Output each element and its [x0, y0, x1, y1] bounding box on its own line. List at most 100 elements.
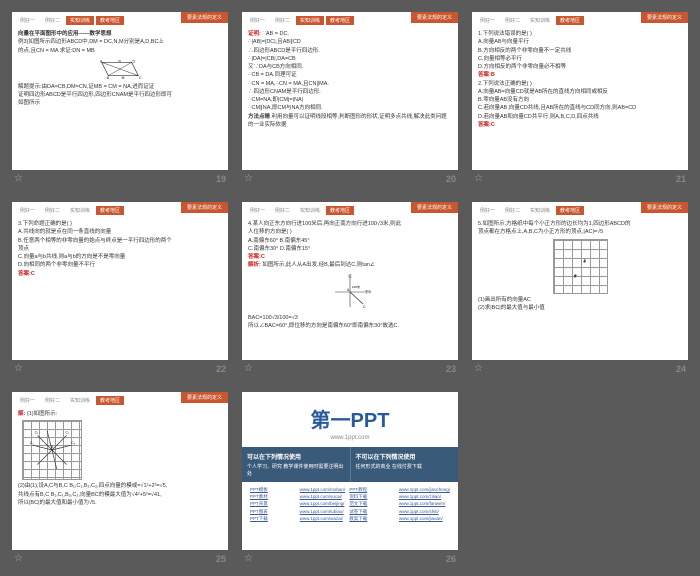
banner-left-text: 个人学习、研究 教学课件使用时需要注明出处 — [247, 463, 345, 477]
tab[interactable]: 例好一 — [16, 206, 39, 215]
slide-wrapper-23: 要素法规的定义 例好一 例好二 实知训练 教考地区 4.某人向正东方向行进100… — [242, 202, 458, 374]
text-line: 证明四边形ABCD是平行四边形,四边形CNAM是平行四边形即可 — [18, 91, 222, 99]
tab[interactable]: 实知训练 — [66, 206, 94, 215]
tab[interactable]: 例好一 — [16, 16, 39, 25]
tab-active[interactable]: 教考地区 — [556, 206, 584, 215]
link[interactable]: PPT教程 — [349, 486, 399, 493]
text-line: ∴CB = DA.同理可证 — [248, 71, 452, 79]
star-icon[interactable]: ☆ — [244, 363, 253, 374]
link[interactable]: www.1ppt.com/beijing/ — [300, 500, 350, 507]
links-col-4: www.1ppt.com/jiaocheng/ www.1ppt.com/zil… — [399, 486, 450, 546]
text-line: ∵AB = DC. — [262, 31, 289, 37]
tab-active[interactable]: 教考地区 — [326, 206, 354, 215]
svg-text:C₂: C₂ — [66, 431, 70, 435]
star-icon[interactable]: ☆ — [474, 363, 483, 374]
slide-22[interactable]: 要素法规的定义 例好一 例好二 实知训练 教考地区 3.下列命题正确的是( ) … — [12, 202, 228, 360]
link[interactable]: www.1ppt.com/ziliao/ — [399, 493, 450, 500]
tab[interactable]: 例好二 — [501, 16, 524, 25]
tab[interactable]: 例好一 — [476, 206, 499, 215]
tab-active[interactable]: 教考地区 — [556, 16, 584, 25]
links-col-3: PPT教程 资料下载 范文下载 试卷下载 教案下载 — [349, 486, 399, 546]
link[interactable]: PPT模板 — [250, 486, 300, 493]
link[interactable]: www.1ppt.com/fanwen/ — [399, 500, 450, 507]
slide-26[interactable]: 第一PPT www.1ppt.com 可以在下列情况使用 个人学习、研究 教学课… — [242, 392, 458, 550]
page-number: 23 — [446, 364, 456, 374]
star-diagram: C₁ C₂ C₃ C₄ A — [22, 420, 82, 480]
grid-diagram: A B — [553, 239, 608, 294]
tab[interactable]: 例好二 — [41, 16, 64, 25]
link[interactable]: PPT下载 — [250, 515, 300, 522]
star-icon[interactable]: ☆ — [244, 553, 253, 564]
slide-footer: ☆ 24 — [472, 360, 688, 374]
star-icon[interactable]: ☆ — [474, 173, 483, 184]
text-line: 例3)如图所示四边形ABCD中,DM = DC,N,M分别是A,D,BC上 — [18, 38, 222, 46]
tab-active[interactable]: 教考地区 — [326, 16, 354, 25]
link[interactable]: www.1ppt.com/jiaocheng/ — [399, 486, 450, 493]
q2-b: B.零向量AB没有方向 — [478, 96, 682, 104]
tab[interactable]: 实知训练 — [526, 16, 554, 25]
tab[interactable]: 例好二 — [501, 206, 524, 215]
link[interactable]: PPT图表 — [250, 508, 300, 515]
tab-active[interactable]: 实知训练 — [66, 16, 94, 25]
link[interactable]: www.1ppt.com/xiazai/ — [300, 515, 350, 522]
link[interactable]: www.1ppt.com/sucai/ — [300, 493, 350, 500]
tab-active[interactable]: 教考地区 — [96, 396, 124, 405]
slide-wrapper-26: 第一PPT www.1ppt.com 可以在下列情况使用 个人学习、研究 教学课… — [242, 392, 458, 564]
tab[interactable]: 实知训练 — [66, 396, 94, 405]
page-number: 26 — [446, 554, 456, 564]
slide-24[interactable]: 要素法规的定义 例好一 例好二 实知训练 教考地区 5.如图所示,方格纸中每个小… — [472, 202, 688, 360]
links-col-1: PPT模板 PPT素材 PPT背景 PPT图表 PPT下载 — [250, 486, 300, 546]
slide-23[interactable]: 要素法规的定义 例好一 例好二 实知训练 教考地区 4.某人向正东方向行进100… — [242, 202, 458, 360]
page-number: 20 — [446, 174, 456, 184]
link[interactable]: www.1ppt.com/shiti/ — [399, 508, 450, 515]
sol2c: 所以|BC|的最大值和最小值为√5. — [18, 499, 222, 507]
q1-title: 1.下列说法错误的是( ) — [478, 30, 682, 38]
link[interactable]: 教案下载 — [349, 515, 399, 522]
q1-b: B.方向相反的两个非零向量不一定共线 — [478, 47, 682, 55]
tab[interactable]: 实知训练 — [526, 206, 554, 215]
slide-25[interactable]: 要素法规的定义 例好一 例好二 实知训练 教考地区 解: (1)如图所示: — [12, 392, 228, 550]
tab[interactable]: 例好一 — [246, 206, 269, 215]
star-icon[interactable]: ☆ — [14, 553, 23, 564]
compass-diagram: 北 东B A C 100米 — [325, 272, 375, 312]
page-number: 24 — [676, 364, 686, 374]
banner-right: 不可以在下列情况使用 任何形式的商业 在线付费下载 — [351, 447, 459, 482]
tab[interactable]: 例好一 — [246, 16, 269, 25]
star-icon[interactable]: ☆ — [14, 173, 23, 184]
svg-text:C₁: C₁ — [35, 431, 39, 435]
tab[interactable]: 例好二 — [271, 206, 294, 215]
link[interactable]: www.1ppt.com/jiaoan/ — [399, 515, 450, 522]
tab-active[interactable]: 实知训练 — [296, 16, 324, 25]
tab[interactable]: 例好二 — [41, 396, 64, 405]
link[interactable]: www.1ppt.com/moban/ — [300, 486, 350, 493]
slide-wrapper-21: 要素法规的定义 例好一 例好二 实知训练 教考地区 1.下列说法错误的是( ) … — [472, 12, 688, 184]
link[interactable]: www.1ppt.com/tubiao/ — [300, 508, 350, 515]
tab-active[interactable]: 教考地区 — [96, 206, 124, 215]
tab[interactable]: 例好二 — [41, 206, 64, 215]
q3-e: D.向相同的两个非零向量不平行 — [18, 261, 222, 269]
svg-text:N: N — [118, 59, 121, 63]
slide-wrapper-22: 要素法规的定义 例好一 例好二 实知训练 教考地区 3.下列命题正确的是( ) … — [12, 202, 228, 374]
slide-content: 证明: ∵AB = DC. ∴|AB|=|DC|,且AB∥CD ∴四边形ABCD… — [246, 28, 454, 131]
link[interactable]: 资料下载 — [349, 493, 399, 500]
link[interactable]: 范文下载 — [349, 500, 399, 507]
link[interactable]: 试卷下载 — [349, 508, 399, 515]
tab[interactable]: 例好二 — [271, 16, 294, 25]
tab[interactable]: 例好一 — [476, 16, 499, 25]
links-row: PPT模板 PPT素材 PPT背景 PPT图表 PPT下载 www.1ppt.c… — [242, 482, 458, 550]
star-icon[interactable]: ☆ — [14, 363, 23, 374]
slide-grid: 要素法规的定义 例好一 例好二 实知训练 教考地区 向量在平面图形中的应用——数… — [12, 12, 688, 564]
tab[interactable]: 实知训练 — [296, 206, 324, 215]
link[interactable]: PPT背景 — [250, 500, 300, 507]
slide-20[interactable]: 要素法规的定义 例好一 例好二 实知训练 教考地区 证明: ∵AB = DC. … — [242, 12, 458, 170]
star-icon[interactable]: ☆ — [244, 173, 253, 184]
tab-active[interactable]: 教考地区 — [96, 16, 124, 25]
svg-text:北: 北 — [348, 273, 352, 278]
q4-a: A.南偏东60° B.南偏东45° — [248, 237, 452, 245]
slide-19[interactable]: 要素法规的定义 例好一 例好二 实知训练 教考地区 向量在平面图形中的应用——数… — [12, 12, 228, 170]
tab[interactable]: 例好一 — [16, 396, 39, 405]
slide-content: 1.下列说法错误的是( ) A.向量AB与向量平行 B.方向相反的两个非零向量不… — [476, 28, 684, 131]
svg-text:A: A — [347, 288, 350, 292]
link[interactable]: PPT素材 — [250, 493, 300, 500]
slide-21[interactable]: 要素法规的定义 例好一 例好二 实知训练 教考地区 1.下列说法错误的是( ) … — [472, 12, 688, 170]
